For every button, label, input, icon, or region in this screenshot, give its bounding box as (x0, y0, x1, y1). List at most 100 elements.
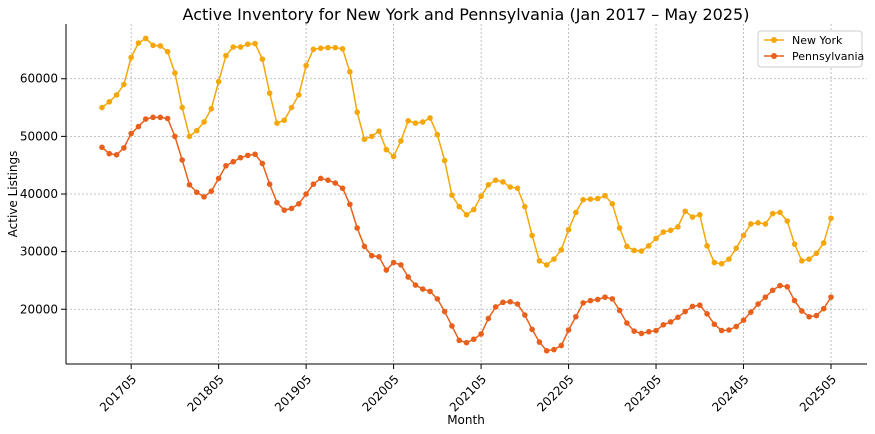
data-point-new-york (616, 225, 623, 231)
data-point-pennsylvania (383, 267, 390, 273)
data-point-pennsylvania (704, 311, 710, 317)
data-point-new-york (609, 201, 616, 207)
data-point-pennsylvania (514, 301, 521, 307)
data-point-pennsylvania (769, 287, 776, 294)
data-point-new-york (580, 196, 586, 203)
data-point-pennsylvania (405, 274, 411, 280)
data-point-pennsylvania (478, 331, 484, 337)
data-point-new-york (325, 44, 331, 51)
data-point-new-york (121, 81, 127, 88)
legend-label-new-york: New York (792, 34, 843, 47)
data-point-new-york (551, 256, 557, 262)
data-point-new-york (456, 203, 463, 210)
data-point-pennsylvania (522, 312, 528, 318)
data-point-pennsylvania (398, 262, 404, 268)
y-ticks: 20000 30000 40000 50000 60000 (20, 72, 66, 316)
data-point-pennsylvania (529, 326, 535, 333)
data-point-pennsylvania (376, 254, 382, 260)
data-point-pennsylvania (208, 188, 215, 194)
data-point-new-york (106, 99, 113, 105)
data-point-pennsylvania (172, 133, 178, 140)
data-point-new-york (813, 250, 820, 257)
data-point-pennsylvania (689, 303, 696, 310)
data-point-pennsylvania (696, 302, 703, 309)
data-point-pennsylvania (106, 150, 113, 157)
data-point-pennsylvania (565, 327, 572, 333)
data-point-pennsylvania (755, 301, 761, 307)
x-axis-label: Month (447, 413, 485, 427)
data-point-new-york (405, 118, 411, 124)
data-point-new-york (733, 245, 740, 251)
data-point-new-york (383, 146, 390, 153)
data-point-pennsylvania (791, 297, 798, 304)
data-point-new-york (777, 209, 783, 216)
data-point-pennsylvania (748, 309, 754, 315)
data-point-new-york (762, 221, 769, 227)
legend-marker-pennsylvania (771, 53, 777, 59)
data-point-new-york (142, 35, 149, 42)
data-point-pennsylvania (223, 162, 229, 169)
data-point-new-york (193, 127, 200, 134)
data-point-pennsylvania (485, 315, 492, 322)
data-point-new-york (274, 120, 280, 126)
data-point-pennsylvania (215, 175, 222, 182)
grid (66, 24, 867, 364)
data-point-new-york (310, 46, 317, 53)
data-point-pennsylvania (631, 328, 637, 334)
data-point-new-york (113, 92, 120, 98)
data-point-pennsylvania (456, 337, 463, 344)
data-point-new-york (470, 206, 477, 213)
data-point-new-york (390, 153, 397, 160)
data-point-new-york (602, 192, 608, 199)
data-point-pennsylvania (543, 347, 550, 354)
data-point-pennsylvania (252, 151, 258, 158)
data-point-new-york (638, 248, 645, 254)
y-tick-label: 50000 (20, 129, 58, 143)
data-point-pennsylvania (500, 299, 506, 306)
data-point-pennsylvania (441, 308, 448, 315)
data-point-new-york (492, 177, 499, 183)
data-point-new-york (587, 196, 594, 202)
data-point-pennsylvania (339, 185, 346, 192)
data-point-pennsylvania (645, 328, 652, 335)
data-point-new-york (208, 105, 215, 112)
legend-label-pennsylvania: Pennsylvania (792, 50, 864, 63)
data-point-new-york (179, 104, 185, 111)
data-point-new-york (696, 211, 703, 218)
data-point-new-york (164, 48, 171, 55)
data-point-pennsylvania (667, 319, 674, 325)
data-point-pennsylvania (740, 317, 747, 324)
data-point-pennsylvania (419, 286, 426, 292)
data-point-new-york (281, 117, 288, 124)
data-point-pennsylvania (463, 339, 470, 346)
data-point-new-york (740, 232, 747, 239)
data-point-new-york (128, 54, 134, 61)
data-point-new-york (434, 131, 441, 138)
data-point-new-york (332, 44, 339, 51)
data-point-new-york (463, 211, 470, 218)
data-point-pennsylvania (580, 300, 586, 306)
data-point-new-york (543, 262, 550, 268)
data-point-new-york (223, 52, 229, 59)
data-point-pennsylvania (660, 322, 667, 328)
data-point-pennsylvania (128, 130, 134, 137)
data-point-pennsylvania (135, 123, 142, 130)
data-point-new-york (237, 44, 244, 50)
data-point-new-york (317, 45, 324, 51)
data-point-pennsylvania (317, 175, 324, 182)
data-point-new-york (186, 133, 193, 140)
data-point-new-york (296, 92, 302, 98)
data-point-pennsylvania (186, 181, 193, 188)
data-point-new-york (718, 260, 725, 267)
y-tick-label: 30000 (20, 245, 58, 259)
data-point-pennsylvania (332, 180, 339, 186)
data-point-new-york (354, 109, 360, 115)
data-point-pennsylvania (594, 296, 601, 303)
data-point-pennsylvania (587, 297, 594, 304)
data-point-new-york (660, 229, 667, 235)
data-point-new-york (522, 203, 528, 210)
data-point-pennsylvania (616, 307, 623, 314)
data-point-new-york (820, 240, 827, 246)
